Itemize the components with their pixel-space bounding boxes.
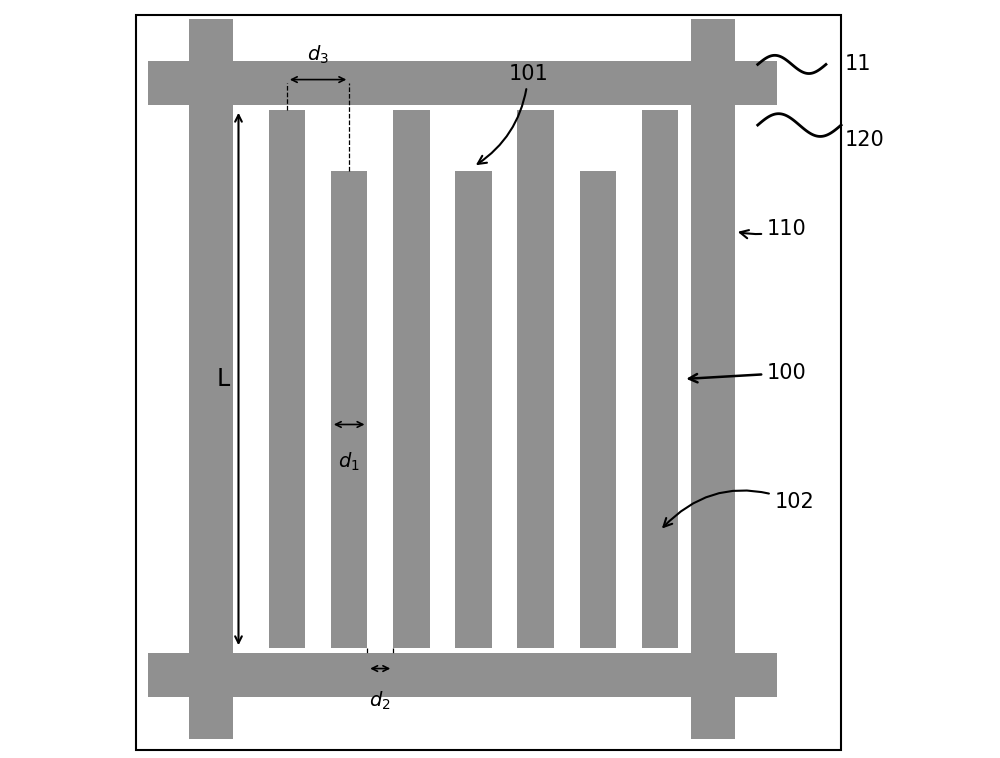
Text: 110: 110	[740, 219, 807, 239]
Text: 101: 101	[478, 64, 548, 164]
Text: $d_1$: $d_1$	[338, 451, 360, 473]
Bar	[517, 110, 554, 648]
Bar	[189, 19, 233, 739]
Text: 11: 11	[845, 55, 871, 74]
Text: 102: 102	[663, 490, 814, 527]
Bar	[148, 653, 777, 697]
Bar	[580, 171, 616, 648]
Text: 100: 100	[689, 363, 807, 383]
Text: $d_3$: $d_3$	[307, 44, 329, 66]
Text: L: L	[217, 367, 230, 391]
Bar	[331, 171, 367, 648]
Text: $d_2$: $d_2$	[369, 690, 391, 712]
Bar	[393, 110, 430, 648]
Text: 120: 120	[845, 130, 885, 150]
Bar	[642, 110, 678, 648]
Bar	[148, 61, 777, 105]
Bar	[269, 110, 305, 648]
Bar	[691, 19, 735, 739]
Bar	[455, 171, 492, 648]
